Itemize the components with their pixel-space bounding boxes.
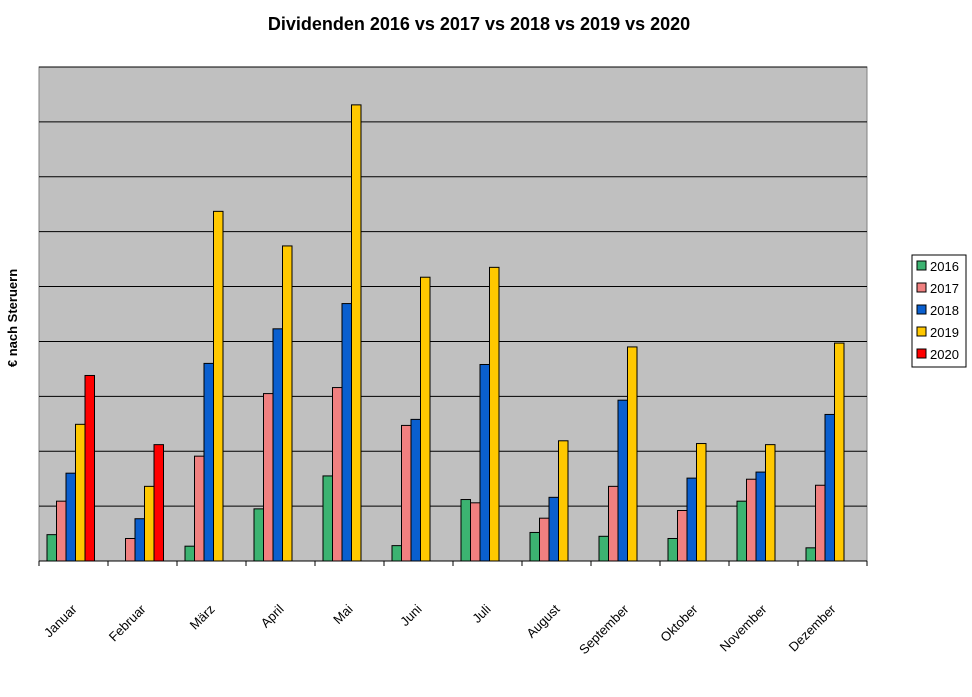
bar-2018-Dezember (824, 413, 835, 562)
bar-2019-April (282, 245, 293, 562)
x-tick-label: April (258, 601, 287, 630)
bar-2019-November (765, 444, 776, 562)
x-tick-label: Juli (469, 601, 493, 625)
legend-label: 2020 (930, 347, 959, 362)
x-tick-label: Januar (41, 601, 80, 640)
bar-2017-Oktober (677, 510, 688, 562)
x-tick-label: Mai (330, 601, 355, 626)
bar-2020-Februar (153, 444, 164, 562)
bar-2016-Dezember (805, 547, 816, 562)
bar-2017-September (608, 485, 619, 562)
legend-swatch-2019 (916, 326, 927, 337)
bar-2019-Dezember (834, 342, 845, 562)
bar-2018-Juli (479, 363, 490, 562)
chart-title: Dividenden 2016 vs 2017 vs 2018 vs 2019 … (268, 14, 690, 34)
bar-2017-März (194, 455, 205, 562)
bar-2017-Juni (401, 424, 412, 562)
legend: 2016 2017 2018 2019 2020 (911, 254, 967, 368)
bar-2020-Januar (84, 374, 95, 562)
y-axis-label: € nach Steruern (5, 269, 20, 367)
bar-2016-Juni (391, 545, 402, 562)
bar-2016-Januar (46, 534, 57, 562)
bar-2016-Mai (322, 475, 333, 562)
bar-2019-Februar (144, 485, 155, 562)
bar-2017-April (263, 393, 274, 562)
bar-2016-April (253, 508, 264, 562)
legend-swatch-2016 (916, 260, 927, 271)
legend-label: 2019 (930, 325, 959, 340)
x-tick-label: August (523, 601, 562, 640)
x-tick-label: November (717, 601, 770, 654)
bar-2017-Dezember (815, 484, 826, 562)
bar-2019-März (213, 210, 224, 562)
bar-2018-Mai (341, 303, 352, 562)
plot-area: Januar Februar März April Mai Juni Juli August S… (38, 66, 868, 657)
legend-label: 2017 (930, 281, 959, 296)
bar-2019-Juni (420, 276, 431, 562)
bar-2017-November (746, 478, 757, 562)
legend-swatch-2017 (916, 282, 927, 293)
legend-swatch-2018 (916, 304, 927, 315)
bar-2018-Februar (134, 518, 145, 562)
legend-label: 2018 (930, 303, 959, 318)
bar-2019-September (627, 346, 638, 562)
bar-2017-Mai (332, 387, 343, 562)
x-tick-label: September (576, 601, 632, 657)
bar-2019-August (558, 440, 569, 562)
bar-2017-Juli (470, 502, 481, 562)
bar-2018-April (272, 328, 283, 562)
plot-background (38, 66, 868, 562)
bar-2018-Oktober (686, 477, 697, 562)
bar-2017-Januar (56, 500, 67, 562)
bar-2019-Mai (351, 104, 362, 562)
bar-2018-August (548, 496, 559, 562)
bar-2018-Juni (410, 418, 421, 562)
bar-2018-März (203, 362, 214, 562)
bar-2019-Juli (489, 266, 500, 562)
bar-2019-Januar (75, 423, 86, 562)
bar-2019-Oktober (696, 443, 707, 562)
x-tick-label: März (187, 602, 218, 633)
x-tick-label: Juni (397, 601, 425, 629)
bar-2016-August (529, 531, 540, 562)
bar-2016-September (598, 535, 609, 562)
x-tick-label: Februar (106, 601, 149, 644)
bar-2016-November (736, 500, 747, 562)
bar-2017-Februar (125, 537, 136, 562)
bar-2018-Januar (65, 472, 76, 562)
x-tick-label: Oktober (657, 601, 701, 645)
bar-2016-Juli (460, 499, 471, 562)
legend-swatch-2020 (916, 348, 927, 359)
bar-2017-August (539, 517, 550, 562)
legend-label: 2016 (930, 259, 959, 274)
bar-2018-November (755, 471, 766, 562)
x-tick-label: Dezember (786, 601, 839, 654)
legend-box (911, 254, 967, 368)
bar-2016-März (184, 545, 195, 562)
bar-2018-September (617, 399, 628, 562)
bar-2016-Oktober (667, 537, 678, 562)
